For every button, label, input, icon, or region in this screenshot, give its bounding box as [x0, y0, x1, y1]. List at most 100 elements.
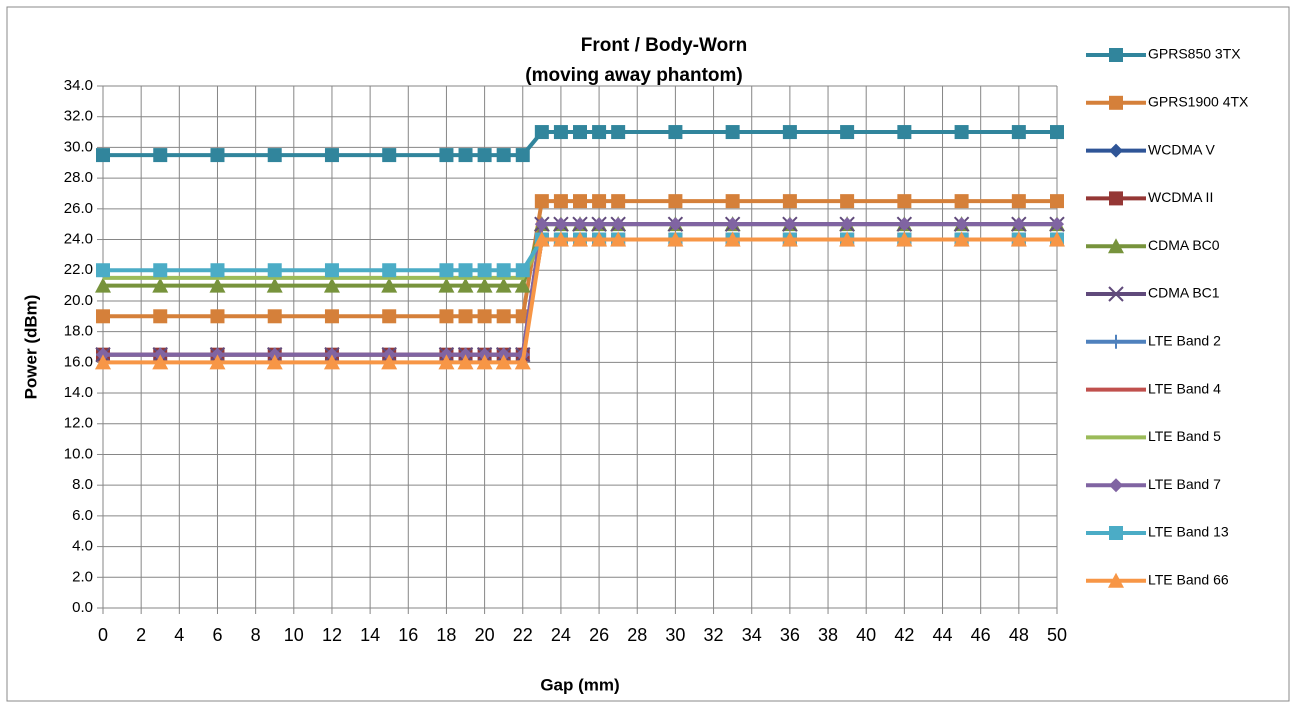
- marker: [95, 277, 111, 293]
- marker: [210, 263, 225, 278]
- y-tick-label: 24.0: [64, 230, 93, 247]
- marker: [267, 148, 282, 163]
- marker: [954, 194, 969, 209]
- marker: [515, 263, 530, 278]
- marker: [457, 277, 474, 293]
- marker: [323, 277, 340, 293]
- marker: [534, 217, 549, 232]
- legend-label: WCDMA II: [1148, 189, 1213, 205]
- marker: [1049, 231, 1065, 247]
- marker: [1010, 231, 1027, 247]
- marker: [572, 231, 588, 247]
- x-tick-label: 20: [475, 625, 495, 645]
- x-tick-label: 8: [251, 625, 261, 645]
- marker: [897, 217, 912, 232]
- marker: [209, 277, 226, 293]
- x-tick-label: 48: [1009, 625, 1029, 645]
- marker: [534, 194, 549, 209]
- y-tick-label: 18.0: [64, 323, 93, 340]
- y-tick-label: 8.0: [72, 476, 93, 493]
- marker: [381, 354, 398, 370]
- y-tick-label: 22.0: [64, 261, 93, 278]
- y-tick-label: 32.0: [64, 108, 93, 125]
- marker: [896, 231, 913, 247]
- marker: [152, 277, 169, 293]
- marker: [96, 263, 110, 278]
- marker: [266, 277, 283, 293]
- marker: [514, 277, 531, 293]
- marker: [1011, 194, 1026, 209]
- legend-label: LTE Band 66: [1148, 572, 1229, 588]
- chart-subtitle: (moving away phantom): [525, 65, 742, 86]
- legend-marker: [1108, 286, 1124, 302]
- marker: [439, 263, 454, 278]
- marker: [153, 263, 168, 278]
- marker: [725, 217, 740, 232]
- x-tick-label: 4: [174, 625, 184, 645]
- marker: [667, 231, 684, 247]
- marker: [553, 125, 568, 140]
- marker: [514, 354, 531, 370]
- y-axis-label: Power (dBm): [21, 295, 40, 400]
- marker: [839, 231, 856, 247]
- marker: [954, 217, 969, 232]
- y-tick-label: 4.0: [72, 538, 93, 555]
- legend-label: CDMA BC0: [1148, 237, 1220, 253]
- x-axis-label: Gap (mm): [540, 675, 619, 694]
- legend-marker: [1109, 95, 1123, 110]
- marker: [782, 217, 797, 232]
- marker: [267, 263, 282, 278]
- x-tick-label: 50: [1047, 625, 1067, 645]
- marker: [458, 148, 473, 163]
- series-line: [103, 222, 1057, 357]
- marker: [668, 217, 683, 232]
- legend-label: CDMA BC1: [1148, 285, 1220, 301]
- y-tick-label: 12.0: [64, 415, 93, 432]
- legend-marker: [1109, 143, 1123, 158]
- marker: [477, 263, 492, 278]
- marker: [324, 309, 339, 324]
- legend-marker: [1108, 572, 1124, 588]
- x-tick-label: 40: [856, 625, 876, 645]
- marker: [725, 194, 740, 209]
- marker: [324, 148, 339, 163]
- marker: [954, 125, 969, 140]
- marker: [840, 217, 855, 232]
- marker: [323, 354, 340, 370]
- marker: [439, 309, 454, 324]
- legend-label: GPRS1900 4TX: [1148, 94, 1249, 110]
- x-tick-label: 10: [284, 625, 304, 645]
- x-tick-label: 28: [627, 625, 647, 645]
- series-line: [103, 237, 1057, 365]
- x-tick-label: 22: [513, 625, 533, 645]
- marker: [382, 263, 397, 278]
- marker: [210, 309, 225, 324]
- marker: [552, 231, 569, 247]
- x-tick-label: 24: [551, 625, 571, 645]
- x-tick-label: 32: [704, 625, 724, 645]
- legend-marker: [1109, 48, 1123, 62]
- marker: [438, 354, 455, 370]
- marker: [573, 194, 587, 209]
- x-tick-label: 46: [971, 625, 991, 645]
- x-tick-label: 38: [818, 625, 838, 645]
- marker: [477, 309, 492, 324]
- marker: [668, 194, 683, 209]
- marker: [840, 194, 855, 209]
- marker: [1050, 217, 1064, 232]
- marker: [496, 309, 511, 324]
- marker: [1011, 125, 1026, 140]
- marker: [592, 194, 607, 209]
- marker: [533, 231, 550, 247]
- legend-marker: [1109, 478, 1123, 493]
- x-tick-label: 12: [322, 625, 342, 645]
- marker: [1050, 125, 1064, 140]
- marker: [96, 309, 110, 324]
- marker: [152, 354, 169, 370]
- series-line: [103, 199, 1057, 319]
- marker: [611, 217, 626, 232]
- legend-marker: [1109, 334, 1123, 349]
- marker: [1011, 217, 1026, 232]
- marker: [781, 231, 798, 247]
- legend-label: LTE Band 5: [1148, 428, 1221, 444]
